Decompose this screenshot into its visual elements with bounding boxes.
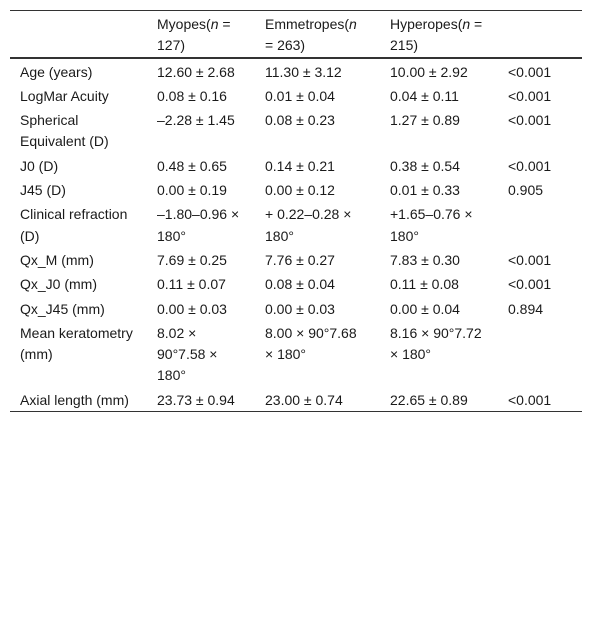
cell: 12.60 ± 2.68 bbox=[157, 63, 235, 80]
table-row: Qx_J0 (mm) 0.11 ± 0.07 0.08 ± 0.04 0.11 ± 0… bbox=[10, 271, 582, 295]
row-label: J0 (D) bbox=[20, 157, 59, 174]
table-row: Qx_J45 (mm) 0.00 ± 0.03 0.00 ± 0.03 0.00 ± … bbox=[10, 296, 582, 320]
cell: 23.00 ± 0.74 bbox=[265, 391, 343, 408]
row-label: Qx_J45 (mm) bbox=[20, 300, 105, 317]
cell: + 0.22–0.28 × 180° bbox=[265, 206, 352, 244]
table-header: Myopes(n = 127) Emmetropes(n = 263) Hypero… bbox=[10, 11, 582, 58]
cell: 0.11 ± 0.07 bbox=[157, 276, 226, 293]
header-text: Emmetropes( bbox=[265, 16, 350, 32]
header-text: Hyperopes( bbox=[390, 16, 463, 32]
cell: 0.11 ± 0.08 bbox=[390, 276, 459, 293]
cell: 0.04 ± 0.11 bbox=[390, 87, 459, 104]
cell: 10.00 ± 2.92 bbox=[390, 63, 468, 80]
cell: –1.80–0.96 × 180° bbox=[157, 206, 240, 244]
row-label: Qx_M (mm) bbox=[20, 251, 94, 268]
header-text: Myopes( bbox=[157, 16, 211, 32]
header-cell: Myopes(n = 127) bbox=[147, 11, 255, 58]
cell: 0.00 ± 0.03 bbox=[157, 300, 227, 317]
cell bbox=[498, 320, 582, 387]
cell bbox=[498, 201, 582, 247]
cell: <0.001 bbox=[508, 157, 552, 174]
cell: 7.76 ± 0.27 bbox=[265, 251, 335, 268]
header-italic: n bbox=[349, 16, 357, 32]
cell: 0.00 ± 0.12 bbox=[265, 182, 335, 199]
cell: 0.48 ± 0.65 bbox=[157, 157, 227, 174]
header-cell bbox=[10, 11, 147, 58]
cell: 23.73 ± 0.94 bbox=[157, 391, 235, 408]
cell: 0.14 ± 0.21 bbox=[265, 157, 335, 174]
cell: <0.001 bbox=[508, 112, 552, 129]
cell: 8.16 × 90°7.72 × 180° bbox=[390, 324, 482, 363]
cell: 0.08 ± 0.23 bbox=[265, 112, 335, 129]
table-row: LogMar Acuity 0.08 ± 0.16 0.01 ± 0.04 0.04 … bbox=[10, 83, 582, 107]
cell: 0.00 ± 0.04 bbox=[390, 300, 460, 317]
row-label: LogMar Acuity bbox=[20, 87, 109, 104]
cell: –2.28 ± 1.45 bbox=[157, 112, 235, 129]
row-label: Spherical Equivalent (D) bbox=[20, 112, 109, 150]
header-row: Myopes(n = 127) Emmetropes(n = 263) Hypero… bbox=[10, 11, 582, 58]
data-table: Myopes(n = 127) Emmetropes(n = 263) Hypero… bbox=[10, 10, 582, 413]
cell: 11.30 ± 3.12 bbox=[265, 63, 342, 80]
cell: 0.08 ± 0.16 bbox=[157, 87, 227, 104]
cell: 8.00 × 90°7.68 × 180° bbox=[265, 324, 357, 363]
table-row: Mean keratometry (mm) 8.02 × 90°7.58 × 18… bbox=[10, 320, 582, 387]
header-cell: Hyperopes(n = 215) bbox=[380, 11, 498, 58]
table-row: Spherical Equivalent (D) –2.28 ± 1.45 0.08… bbox=[10, 107, 582, 153]
cell: 0.00 ± 0.03 bbox=[265, 300, 335, 317]
cell: 7.69 ± 0.25 bbox=[157, 251, 227, 268]
table-row: Axial length (mm) 23.73 ± 0.94 23.00 ± 0.7… bbox=[10, 387, 582, 412]
cell: <0.001 bbox=[508, 87, 552, 104]
header-cell: Emmetropes(n = 263) bbox=[255, 11, 380, 58]
table-row: J45 (D) 0.00 ± 0.19 0.00 ± 0.12 0.01 ± 0.33… bbox=[10, 177, 582, 201]
header-text: = 127) bbox=[157, 16, 231, 54]
cell: 0.01 ± 0.33 bbox=[390, 182, 460, 199]
header-text: = 263) bbox=[265, 37, 306, 54]
row-label: Mean keratometry (mm) bbox=[20, 324, 133, 363]
header-italic: n bbox=[210, 16, 219, 32]
table-row: Qx_M (mm) 7.69 ± 0.25 7.76 ± 0.27 7.83 ± 0.… bbox=[10, 247, 582, 271]
header-cell bbox=[498, 11, 582, 58]
header-text: = 215) bbox=[390, 16, 483, 54]
cell: 8.02 × 90°7.58 × 180° bbox=[157, 324, 218, 384]
table-body: Age (years) 12.60 ± 2.68 11.30 ± 3.12 10.00… bbox=[10, 58, 582, 412]
row-label: J45 (D) bbox=[20, 182, 66, 199]
cell: 0.08 ± 0.04 bbox=[265, 276, 335, 293]
cell: <0.001 bbox=[508, 276, 552, 293]
cell: 0.00 ± 0.19 bbox=[157, 182, 227, 199]
cell: 1.27 ± 0.89 bbox=[390, 112, 460, 129]
row-label: Qx_J0 (mm) bbox=[20, 276, 97, 293]
header-italic: n bbox=[462, 16, 471, 32]
table-row: Clinical refraction (D) –1.80–0.96 × 180°… bbox=[10, 201, 582, 247]
cell: 0.905 bbox=[508, 182, 544, 199]
cell: 7.83 ± 0.30 bbox=[390, 251, 460, 268]
cell: 0.38 ± 0.54 bbox=[390, 157, 460, 174]
cell: 0.01 ± 0.04 bbox=[265, 87, 335, 104]
row-label: Axial length (mm) bbox=[20, 391, 129, 408]
row-label: Clinical refraction (D) bbox=[20, 206, 128, 244]
cell: <0.001 bbox=[508, 63, 552, 80]
table-row: J0 (D) 0.48 ± 0.65 0.14 ± 0.21 0.38 ± 0.54 <… bbox=[10, 153, 582, 177]
cell: <0.001 bbox=[508, 251, 552, 268]
table-row: Age (years) 12.60 ± 2.68 11.30 ± 3.12 10.00… bbox=[10, 58, 582, 83]
row-label: Age (years) bbox=[20, 63, 93, 80]
cell: <0.001 bbox=[508, 391, 552, 408]
cell: 22.65 ± 0.89 bbox=[390, 391, 468, 408]
cell: 0.894 bbox=[508, 300, 544, 317]
cell: +1.65–0.76 × 180° bbox=[390, 206, 473, 244]
